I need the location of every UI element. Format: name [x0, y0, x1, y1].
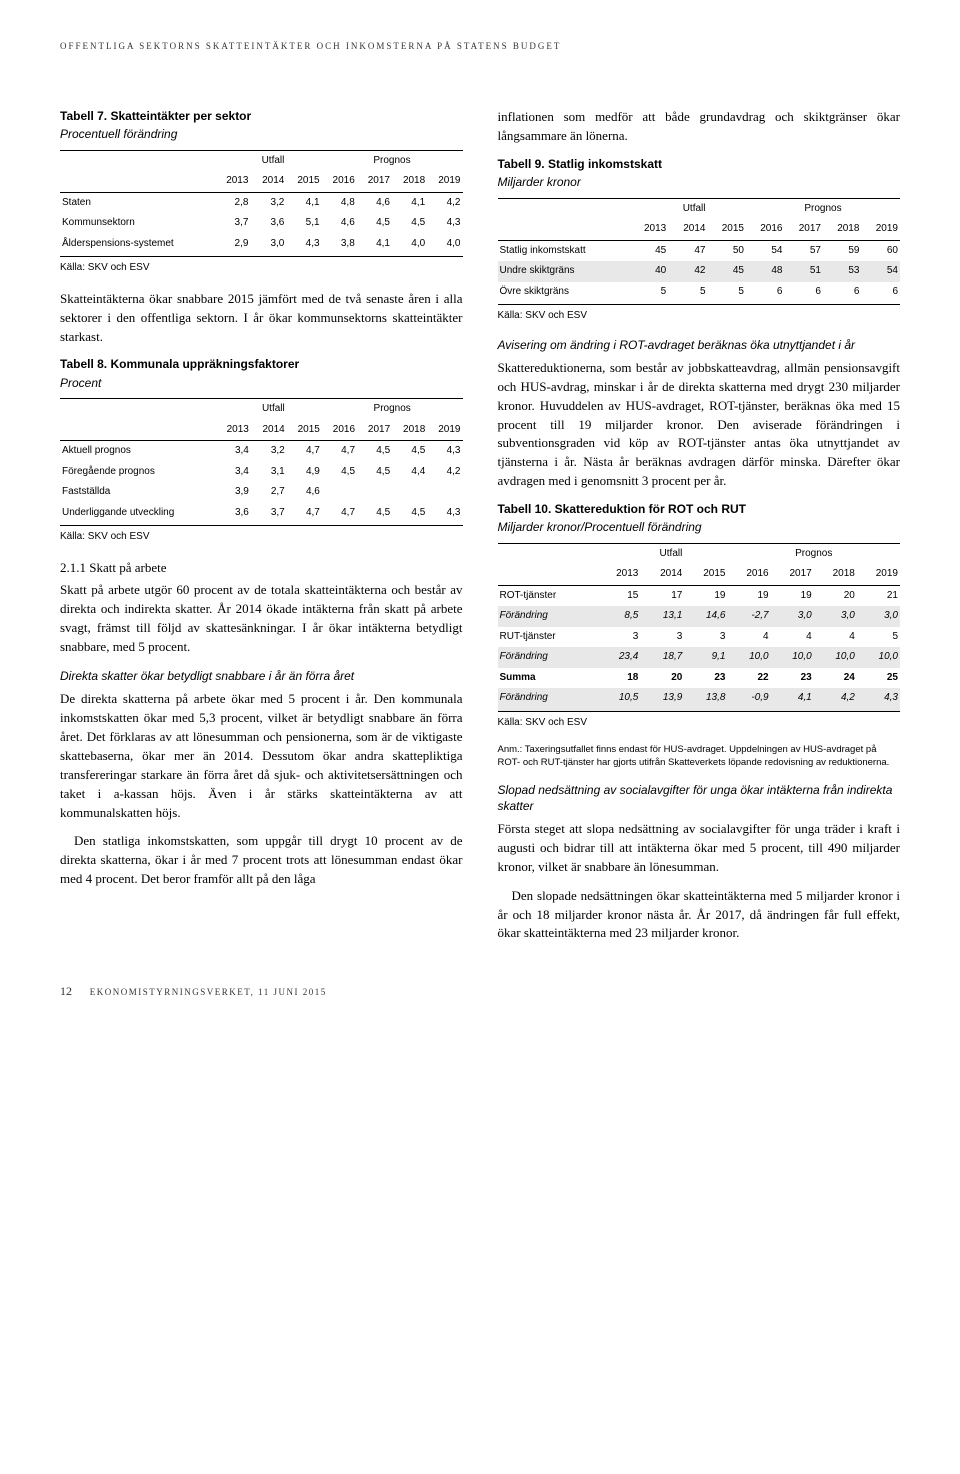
table8: UtfallPrognos 20132014201520162017201820…	[60, 398, 463, 526]
sub-heading: Direkta skatter ökar betydligt snabbare …	[60, 669, 463, 685]
table9-subtitle: Miljarder kronor	[498, 174, 901, 191]
table8-subtitle: Procent	[60, 375, 463, 392]
paragraph: Skatt på arbete utgör 60 procent av de t…	[60, 581, 463, 656]
two-column-layout: Tabell 7. Skatteintäkter per sektor Proc…	[60, 108, 900, 943]
table7-title: Tabell 7. Skatteintäkter per sektor	[60, 108, 463, 125]
footer-text: EKONOMISTYRNINGSVERKET, 11 JUNI 2015	[90, 987, 327, 997]
page-number: 12	[60, 983, 72, 1000]
paragraph: Skattereduktionerna, som består av jobbs…	[498, 359, 901, 491]
sub-heading: Slopad nedsättning av socialavgifter för…	[498, 783, 901, 814]
page-footer: 12 EKONOMISTYRNINGSVERKET, 11 JUNI 2015	[60, 983, 900, 1000]
page-header: OFFENTLIGA SEKTORNS SKATTEINTÄKTER OCH I…	[60, 40, 900, 53]
paragraph: Skatteintäkterna ökar snabbare 2015 jämf…	[60, 290, 463, 347]
table8-source: Källa: SKV och ESV	[60, 530, 463, 545]
table10-subtitle: Miljarder kronor/Procentuell förändring	[498, 519, 901, 536]
table7-subtitle: Procentuell förändring	[60, 126, 463, 143]
table8-title: Tabell 8. Kommunala uppräkningsfaktorer	[60, 356, 463, 373]
table9-source: Källa: SKV och ESV	[498, 309, 901, 324]
table7-source: Källa: SKV och ESV	[60, 261, 463, 276]
right-column: inflationen som medför att både grundavd…	[498, 108, 901, 943]
table7: UtfallPrognos 20132014201520162017201820…	[60, 150, 463, 258]
left-column: Tabell 7. Skatteintäkter per sektor Proc…	[60, 108, 463, 943]
section-heading-211: 2.1.1 Skatt på arbete	[60, 559, 463, 578]
paragraph: inflationen som medför att både grundavd…	[498, 108, 901, 146]
paragraph: Första steget att slopa nedsättning av s…	[498, 820, 901, 877]
table10-note: Anm.: Taxeringsutfallet finns endast för…	[498, 744, 901, 769]
table9-title: Tabell 9. Statlig inkomstskatt	[498, 156, 901, 173]
paragraph: De direkta skatterna på arbete ökar med …	[60, 690, 463, 822]
paragraph: Den slopade nedsättningen ökar skatteint…	[498, 887, 901, 944]
sub-heading: Avisering om ändring i ROT-avdraget berä…	[498, 338, 901, 354]
paragraph: Den statliga inkomstskatten, som uppgår …	[60, 832, 463, 889]
table9: UtfallPrognos 20132014201520162017201820…	[498, 198, 901, 306]
table10-source: Källa: SKV och ESV	[498, 716, 901, 731]
table10: UtfallPrognos 20132014201520162017201820…	[498, 543, 901, 712]
table10-title: Tabell 10. Skattereduktion för ROT och R…	[498, 501, 901, 518]
